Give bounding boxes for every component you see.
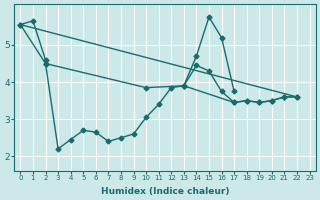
- X-axis label: Humidex (Indice chaleur): Humidex (Indice chaleur): [101, 187, 229, 196]
